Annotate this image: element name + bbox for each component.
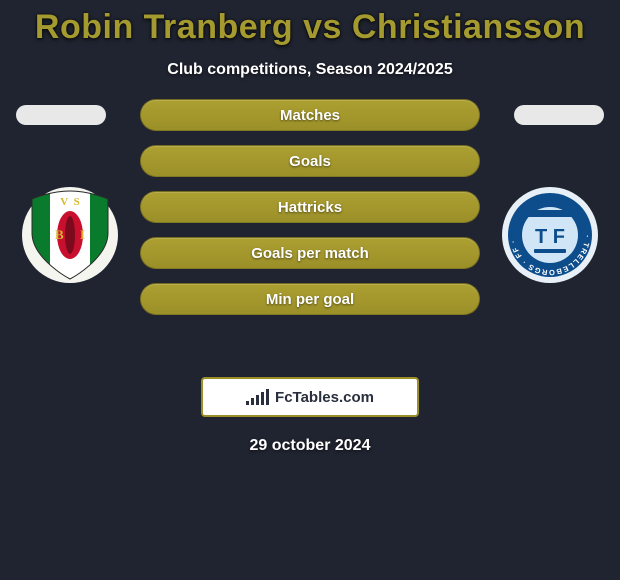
player2-name: Christiansson	[352, 8, 585, 46]
player1-value-pill	[16, 105, 106, 125]
stat-label: Min per goal	[266, 291, 354, 308]
stat-pill-goals[interactable]: Goals	[140, 145, 480, 177]
stat-label: Goals per match	[251, 245, 369, 262]
team2-crest-icon: T F · TRELLEBORGS · FF ·	[500, 185, 600, 285]
stat-label: Matches	[280, 107, 340, 124]
svg-text:T F: T F	[535, 226, 565, 248]
stat-pill-goals-per-match[interactable]: Goals per match	[140, 237, 480, 269]
subtitle: Club competitions, Season 2024/2025	[0, 61, 620, 79]
stat-pill-hattricks[interactable]: Hattricks	[140, 191, 480, 223]
brand-text: FcTables.com	[275, 389, 374, 406]
brand-bars-icon	[246, 389, 269, 405]
date-text: 29 october 2024	[0, 437, 620, 455]
page-title: Robin Tranberg vs Christiansson	[0, 0, 620, 47]
stat-pill-stack: Matches Goals Hattricks Goals per match …	[140, 99, 480, 315]
stat-pill-min-per-goal[interactable]: Min per goal	[140, 283, 480, 315]
player2-value-pill	[514, 105, 604, 125]
svg-text:B I: B I	[55, 227, 85, 242]
stat-label: Hattricks	[278, 199, 342, 216]
stat-label: Goals	[289, 153, 331, 170]
stat-pill-matches[interactable]: Matches	[140, 99, 480, 131]
comparison-area: Matches Goals Hattricks Goals per match …	[0, 99, 620, 359]
player1-name: Robin Tranberg	[35, 8, 293, 46]
team1-crest-icon: V S B I	[20, 185, 120, 285]
vs-text: vs	[303, 8, 342, 46]
brand-link[interactable]: FcTables.com	[201, 377, 419, 417]
svg-text:V S: V S	[60, 196, 80, 208]
